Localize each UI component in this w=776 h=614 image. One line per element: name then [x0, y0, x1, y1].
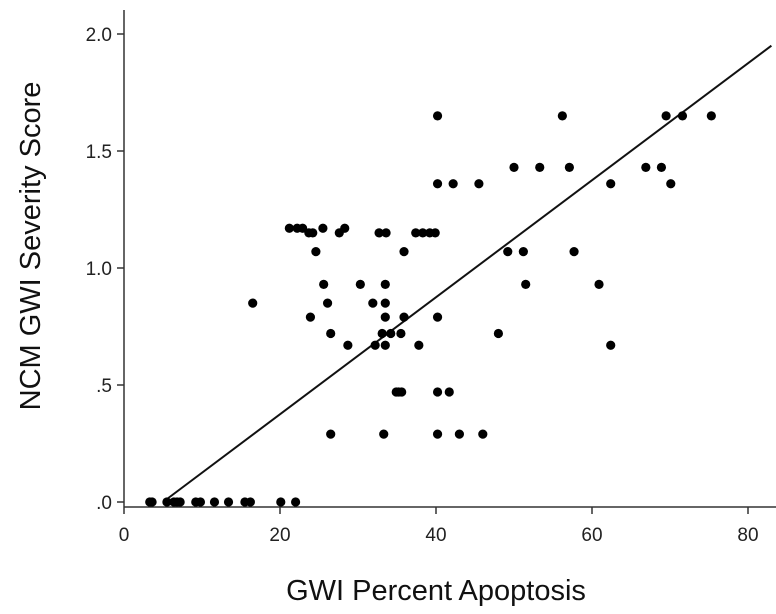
data-point	[414, 341, 423, 350]
x-tick-label: 60	[581, 525, 602, 546]
data-point	[503, 247, 512, 256]
data-point	[248, 299, 257, 308]
data-point	[318, 224, 327, 233]
data-point	[308, 228, 317, 237]
data-point	[399, 313, 408, 322]
data-point	[276, 497, 285, 506]
y-tick-label: 2.0	[86, 25, 112, 46]
data-point	[379, 430, 388, 439]
data-point	[707, 111, 716, 120]
axes	[124, 10, 776, 507]
data-point	[311, 247, 320, 256]
x-tick-label: 20	[269, 525, 290, 546]
data-point	[399, 247, 408, 256]
data-point	[326, 329, 335, 338]
data-point	[340, 224, 349, 233]
data-point	[147, 497, 156, 506]
data-point	[569, 247, 578, 256]
data-point	[606, 179, 615, 188]
data-point	[431, 228, 440, 237]
data-point	[509, 163, 518, 172]
data-point	[565, 163, 574, 172]
y-ticks: .0 .5 1.0 1.5 2.0	[86, 25, 124, 514]
y-tick-label: .0	[96, 493, 112, 514]
data-point	[474, 179, 483, 188]
data-point	[381, 299, 390, 308]
data-point	[386, 329, 395, 338]
data-point	[306, 313, 315, 322]
y-tick-label: .5	[96, 376, 112, 397]
x-tick-label: 0	[119, 525, 130, 546]
data-point	[381, 280, 390, 289]
data-points	[145, 111, 716, 506]
data-point	[606, 341, 615, 350]
data-point	[519, 247, 528, 256]
x-axis-title: GWI Percent Apoptosis	[286, 575, 586, 607]
data-point	[378, 329, 387, 338]
data-point	[558, 111, 567, 120]
y-tick-label: 1.0	[86, 259, 112, 280]
data-point	[433, 430, 442, 439]
data-point	[521, 280, 530, 289]
data-point	[535, 163, 544, 172]
data-point	[662, 111, 671, 120]
data-point	[433, 179, 442, 188]
data-point	[433, 387, 442, 396]
data-point	[396, 329, 405, 338]
data-point	[326, 430, 335, 439]
data-point	[455, 430, 464, 439]
data-point	[381, 228, 390, 237]
data-point	[478, 430, 487, 439]
data-point	[368, 299, 377, 308]
x-tick-label: 80	[737, 525, 758, 546]
data-point	[246, 497, 255, 506]
data-point	[433, 111, 442, 120]
data-point	[397, 387, 406, 396]
data-point	[641, 163, 650, 172]
data-point	[196, 497, 205, 506]
y-axis-title: NCM GWI Severity Score	[15, 82, 47, 411]
data-point	[323, 299, 332, 308]
y-tick-label: 1.5	[86, 142, 112, 163]
data-point	[494, 329, 503, 338]
data-point	[176, 497, 185, 506]
data-point	[445, 387, 454, 396]
x-tick-label: 40	[425, 525, 446, 546]
data-point	[666, 179, 675, 188]
data-point	[356, 280, 365, 289]
data-point	[381, 341, 390, 350]
data-point	[381, 313, 390, 322]
data-point	[371, 341, 380, 350]
data-point	[433, 313, 442, 322]
x-ticks: 0 20 40 60 80	[119, 507, 759, 546]
data-point	[449, 179, 458, 188]
data-point	[291, 497, 300, 506]
data-point	[594, 280, 603, 289]
data-point	[224, 497, 233, 506]
data-point	[319, 280, 328, 289]
data-point	[210, 497, 219, 506]
data-point	[678, 111, 687, 120]
data-point	[657, 163, 666, 172]
data-point	[343, 341, 352, 350]
